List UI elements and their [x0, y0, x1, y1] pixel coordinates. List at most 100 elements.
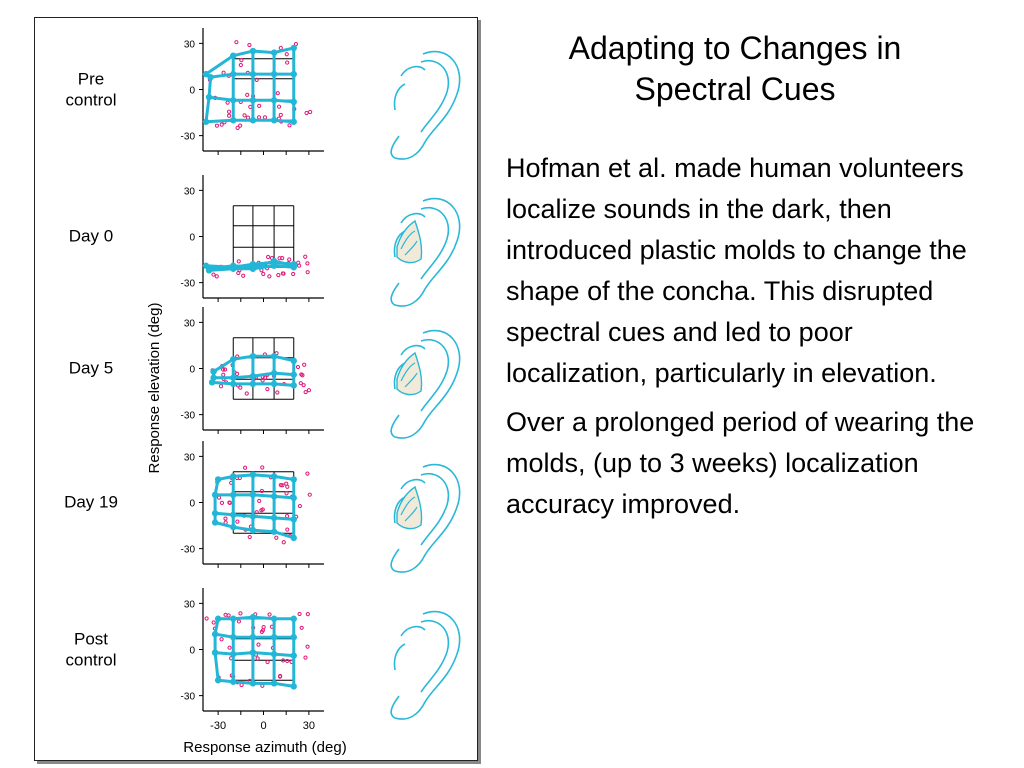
- response-point: [249, 614, 257, 621]
- ear-icon: [390, 197, 461, 307]
- response-point: [290, 534, 297, 542]
- response-point: [249, 634, 257, 641]
- y-tick-label: 0: [189, 233, 195, 244]
- slide-title: Adapting to Changes in Spectral Cues: [495, 28, 975, 110]
- y-tick-label: 0: [189, 365, 195, 376]
- response-dot: [257, 103, 262, 109]
- response-point: [207, 74, 214, 81]
- response-point: [230, 491, 237, 499]
- response-dot: [256, 115, 262, 120]
- panel-1: Day 0 30 0 -30: [69, 175, 461, 307]
- response-dot: [255, 656, 260, 661]
- response-dot: [298, 381, 303, 386]
- response-point: [249, 47, 257, 55]
- response-dot: [302, 362, 307, 367]
- response-dot: [236, 619, 242, 624]
- response-point: [290, 357, 297, 365]
- body-text: Hofman et al. made human volunteers loca…: [506, 148, 976, 533]
- ear-icon: [390, 329, 461, 439]
- response-dot: [244, 391, 249, 396]
- response-point: [270, 650, 278, 658]
- response-dot: [245, 92, 250, 97]
- response-point: [211, 510, 219, 517]
- response-dot: [218, 384, 224, 389]
- ear-icon: [390, 50, 461, 160]
- response-point: [230, 265, 237, 272]
- response-dot: [260, 378, 265, 383]
- response-dot: [287, 257, 292, 262]
- response-dot: [261, 271, 266, 277]
- response-dot: [281, 540, 286, 545]
- response-dot: [216, 495, 222, 500]
- panel-0: Pre control 30 0 -30: [65, 28, 461, 160]
- response-dot: [300, 373, 305, 378]
- response-point: [230, 374, 237, 381]
- ear-fold: [420, 59, 450, 133]
- ear-fold: [420, 338, 450, 412]
- response-dot: [254, 510, 259, 515]
- response-dot: [278, 45, 283, 51]
- response-point: [290, 652, 297, 659]
- panel-3: Day 19 30 0 -30: [64, 441, 461, 573]
- response-point: [249, 70, 257, 78]
- response-dot: [227, 645, 232, 650]
- response-dot: [226, 109, 232, 114]
- response-point: [270, 70, 278, 78]
- response-dot: [301, 383, 306, 388]
- response-dot: [303, 655, 308, 660]
- response-point: [230, 678, 237, 685]
- response-dot: [285, 527, 290, 532]
- ear-icon: [390, 463, 461, 573]
- ear-outline: [390, 329, 461, 439]
- response-dot: [261, 625, 266, 630]
- response-point: [270, 257, 278, 265]
- response-dot: [280, 255, 285, 261]
- response-point: [290, 516, 297, 523]
- response-point: [202, 70, 210, 78]
- y-tick-label: -30: [181, 692, 196, 703]
- response-dot: [235, 125, 240, 131]
- response-point: [249, 680, 257, 687]
- response-point: [211, 649, 219, 656]
- ear-fold: [420, 472, 450, 546]
- response-point: [270, 615, 278, 622]
- ear-fold: [393, 65, 426, 111]
- ear-outline: [390, 463, 461, 573]
- response-dot: [276, 272, 281, 278]
- ear-icon: [390, 610, 461, 720]
- localization-figure: Response elevation (deg) Response azimut…: [64, 28, 461, 756]
- response-point: [290, 98, 297, 106]
- response-point: [210, 368, 217, 375]
- x-tick-label: 30: [303, 720, 315, 732]
- response-point: [290, 476, 297, 483]
- response-point: [249, 117, 257, 124]
- response-point: [230, 97, 237, 104]
- response-dot: [295, 364, 301, 370]
- response-dot: [265, 387, 270, 392]
- response-dot: [247, 534, 252, 540]
- response-dot: [239, 58, 244, 63]
- response-point: [211, 519, 219, 526]
- panel-label: control: [65, 91, 116, 110]
- response-point: [290, 70, 297, 78]
- response-dot: [285, 484, 290, 489]
- response-dot: [284, 514, 290, 519]
- response-point: [270, 117, 278, 124]
- response-point: [214, 476, 222, 483]
- response-dot: [299, 625, 304, 630]
- response-dot: [275, 390, 280, 395]
- response-dot: [243, 465, 248, 470]
- panel-label: Day 19: [64, 493, 118, 512]
- response-point: [249, 491, 257, 499]
- ear-outline: [390, 197, 461, 307]
- response-point: [205, 93, 213, 101]
- paragraph-2: Over a prolonged period of wearing the m…: [506, 407, 975, 519]
- response-dot: [238, 385, 243, 390]
- response-dot: [219, 637, 224, 642]
- response-point: [230, 356, 237, 363]
- response-point: [249, 353, 257, 360]
- response-point: [290, 382, 297, 389]
- response-dot: [221, 372, 226, 377]
- response-point: [270, 262, 278, 269]
- response-dot: [284, 491, 289, 496]
